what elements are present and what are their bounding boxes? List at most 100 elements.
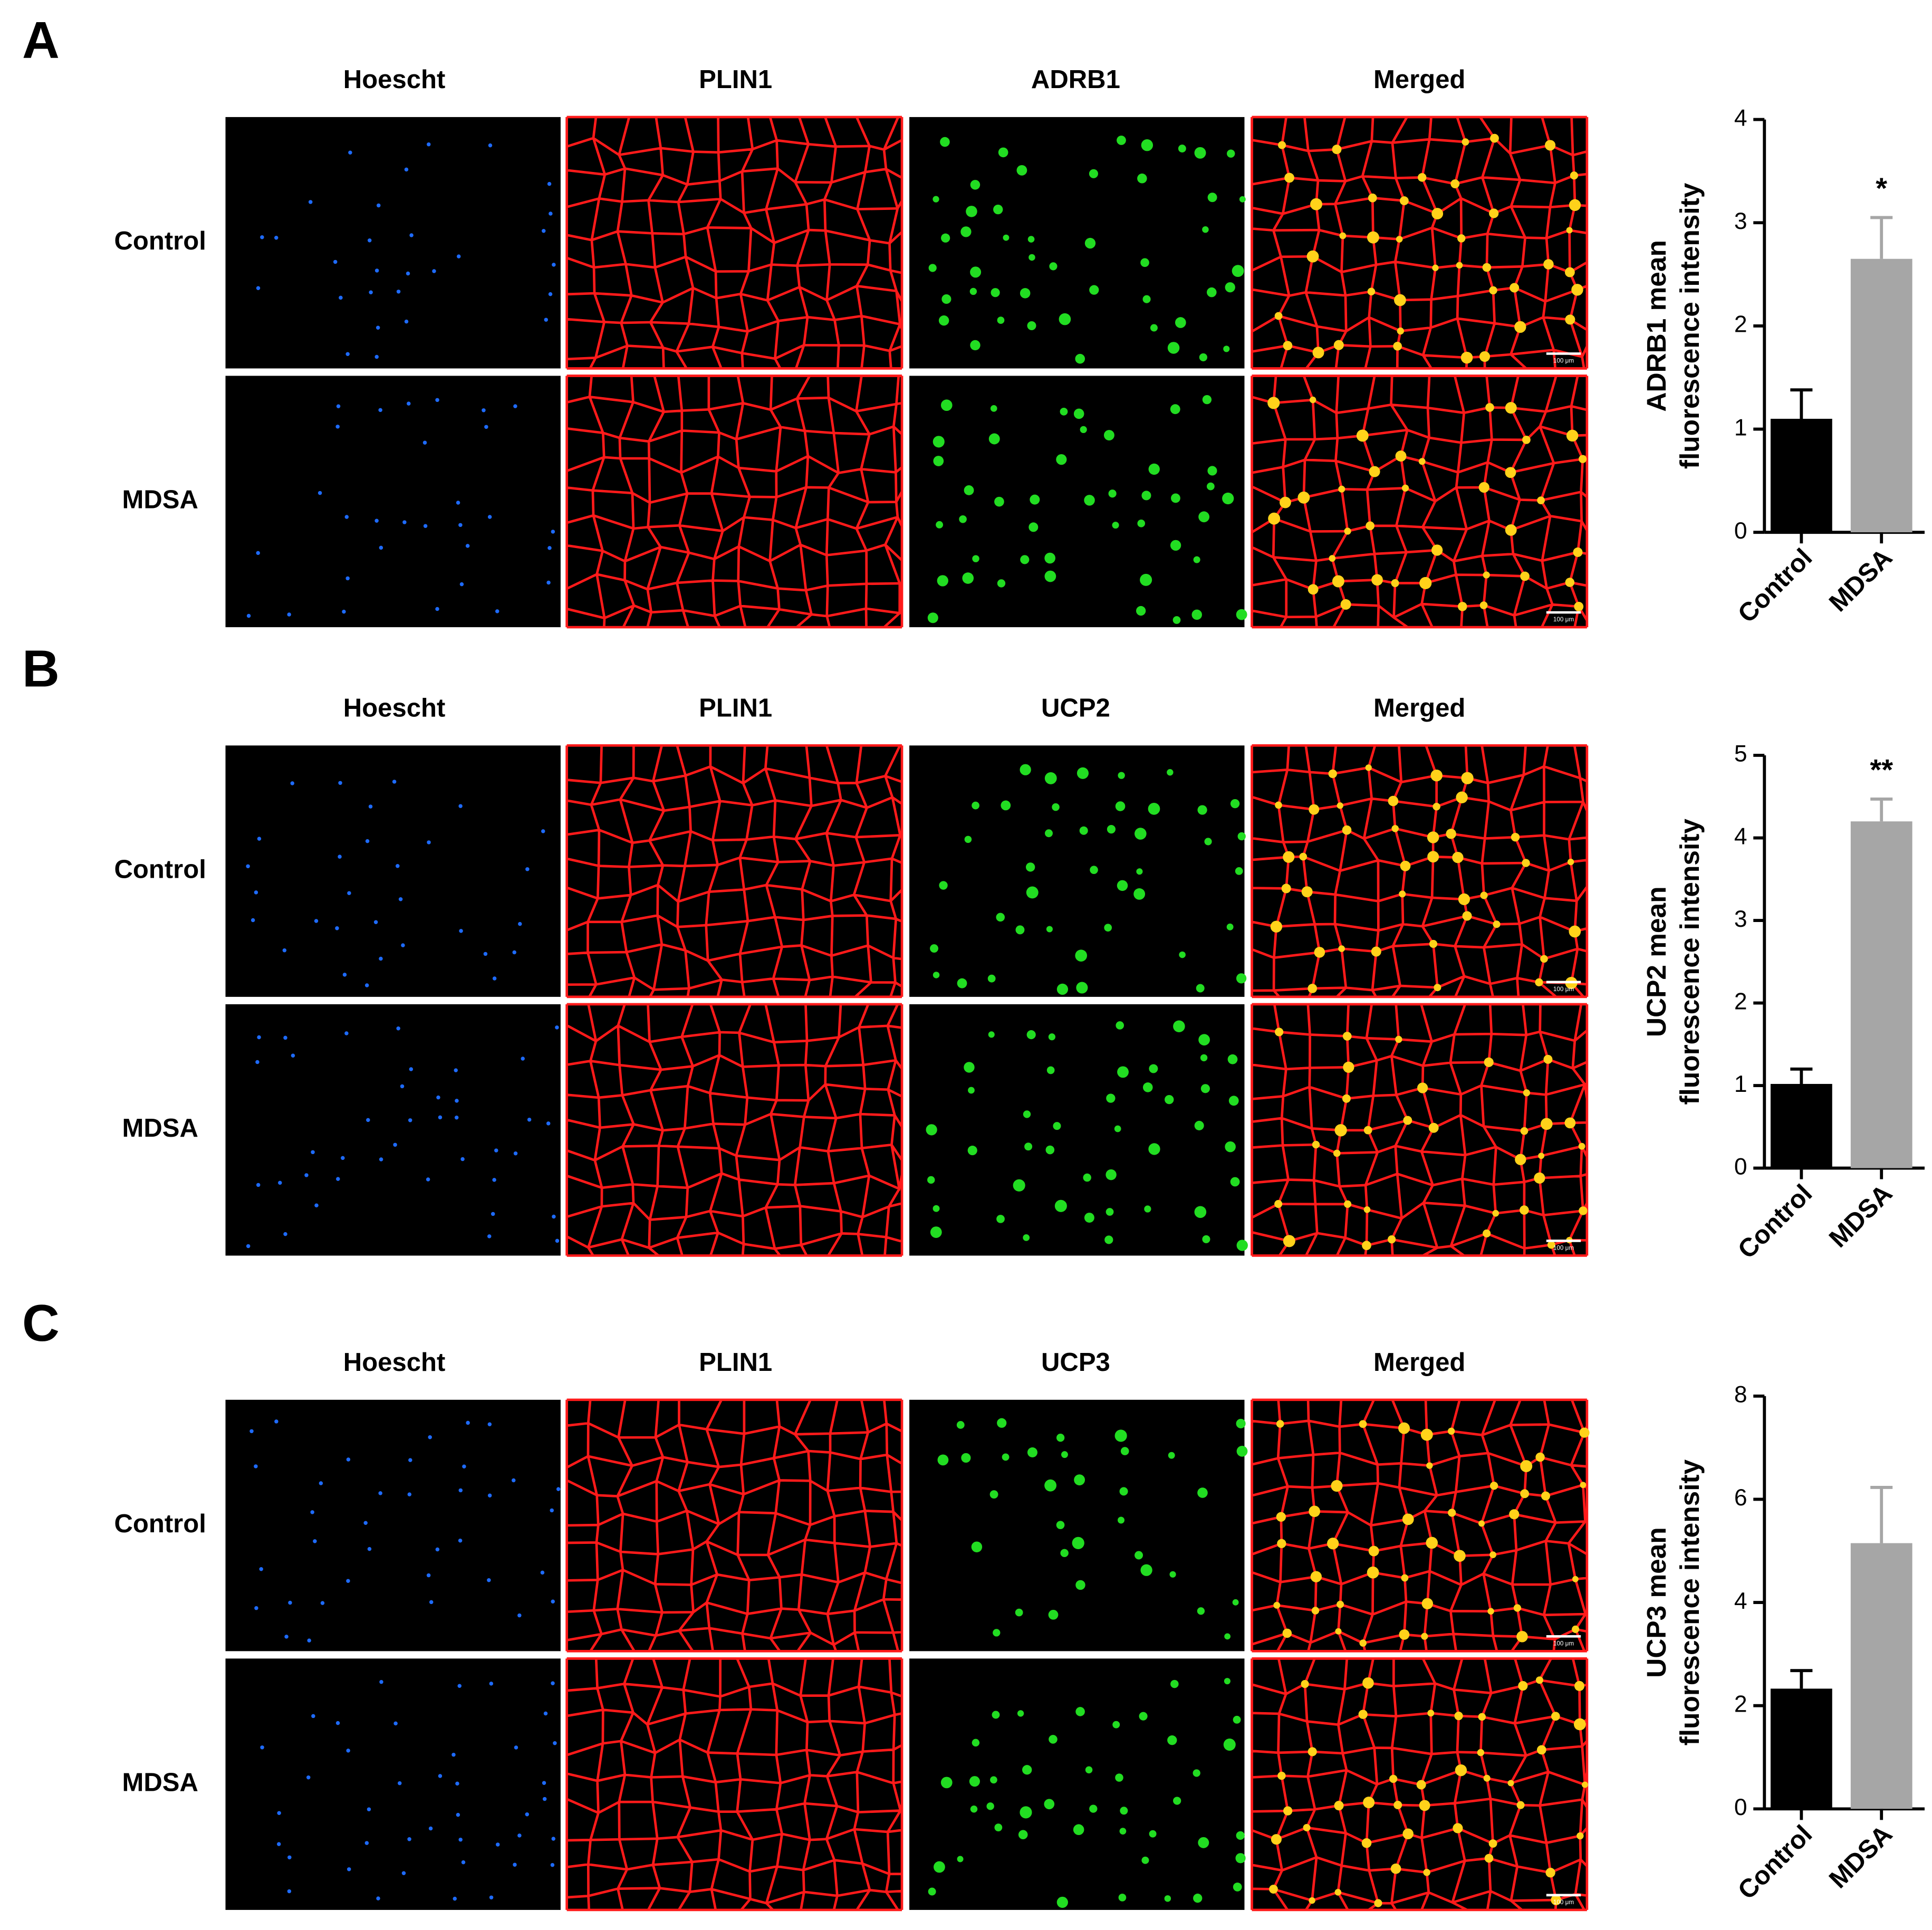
signal-spot xyxy=(1276,1512,1286,1522)
signal-spot xyxy=(318,491,322,495)
micrograph xyxy=(909,376,1247,628)
signal-spot xyxy=(1514,321,1526,333)
signal-spot xyxy=(1056,1521,1065,1530)
signal-spot xyxy=(997,579,1006,588)
signal-spot xyxy=(1046,1066,1055,1074)
row-label: Control xyxy=(114,856,206,884)
signal-spot xyxy=(1580,1482,1587,1489)
signal-spot xyxy=(1206,482,1215,491)
signal-spot xyxy=(1487,1608,1494,1615)
signal-spot xyxy=(374,518,379,523)
y-tick-label: 5 xyxy=(1734,741,1747,767)
signal-spot xyxy=(1359,1639,1367,1647)
signal-spot xyxy=(1274,1028,1284,1036)
signal-spot xyxy=(290,781,294,785)
signal-spot xyxy=(1015,1608,1023,1617)
signal-spot xyxy=(1428,1122,1439,1133)
signal-spot xyxy=(1283,1806,1293,1816)
signal-spot xyxy=(460,1157,465,1161)
signal-spot xyxy=(1462,138,1469,146)
signal-spot xyxy=(966,206,977,217)
signal-spot xyxy=(1479,351,1491,362)
signal-spot xyxy=(1483,1774,1491,1782)
signal-spot xyxy=(335,1721,340,1725)
scale-bar-label: 100 μm xyxy=(1553,1899,1574,1906)
signal-spot xyxy=(1200,1054,1208,1062)
signal-spot xyxy=(1236,1831,1245,1840)
signal-spot xyxy=(542,1797,547,1801)
signal-spot xyxy=(492,1178,496,1182)
signal-spot xyxy=(1578,1142,1585,1150)
signal-spot xyxy=(379,545,383,550)
signal-spot xyxy=(1541,1491,1550,1501)
bar xyxy=(1850,821,1912,1168)
signal-spot xyxy=(1461,772,1474,784)
signal-spot xyxy=(1277,141,1286,149)
signal-spot xyxy=(934,1861,945,1873)
signal-spot xyxy=(1391,579,1399,588)
x-tick-label: MDSA xyxy=(1824,1820,1898,1894)
signal-spot xyxy=(1567,858,1574,866)
signal-spot xyxy=(1056,983,1069,995)
signal-spot xyxy=(1139,1712,1148,1721)
signal-spot xyxy=(1342,1032,1352,1041)
signal-spot xyxy=(1312,1140,1320,1149)
micrograph xyxy=(225,376,561,628)
signal-spot xyxy=(1194,147,1206,159)
signal-spot xyxy=(377,203,381,208)
signal-spot xyxy=(940,137,950,147)
signal-spot xyxy=(1309,396,1316,404)
signal-spot xyxy=(288,1600,292,1605)
signal-spot xyxy=(457,1684,462,1688)
signal-spot xyxy=(1060,407,1068,416)
micrograph xyxy=(565,1657,903,1912)
signal-spot xyxy=(1520,1489,1530,1499)
signal-spot xyxy=(1369,466,1380,477)
signal-spot xyxy=(514,1745,518,1750)
signal-spot xyxy=(1089,1804,1098,1813)
signal-spot xyxy=(1136,606,1146,616)
x-tick-label: MDSA xyxy=(1824,1179,1898,1253)
signal-spot xyxy=(1423,1869,1430,1876)
signal-spot xyxy=(551,530,555,534)
signal-spot xyxy=(1538,1153,1545,1159)
signal-spot xyxy=(458,804,463,808)
panel-label: A xyxy=(22,11,60,69)
signal-spot xyxy=(1049,1735,1058,1744)
signal-spot xyxy=(1573,1718,1586,1731)
signal-spot xyxy=(1396,236,1403,243)
signal-spot xyxy=(1492,1209,1500,1217)
signal-spot xyxy=(1106,1169,1117,1180)
signal-spot xyxy=(555,1025,559,1030)
y-axis-label: fluorescence intensity xyxy=(1674,819,1705,1105)
signal-spot xyxy=(1119,1487,1128,1496)
signal-spot xyxy=(546,1121,551,1126)
signal-spot xyxy=(1026,886,1039,899)
signal-spot xyxy=(1540,955,1548,963)
signal-spot xyxy=(968,1087,975,1094)
signal-spot xyxy=(1173,1020,1185,1033)
signal-spot xyxy=(1368,193,1377,203)
image-background xyxy=(1252,117,1587,369)
signal-spot xyxy=(960,226,972,237)
signal-spot xyxy=(933,972,940,978)
signal-spot xyxy=(1270,920,1283,933)
signal-spot xyxy=(1489,208,1499,218)
signal-spot xyxy=(1421,1598,1433,1610)
signal-spot xyxy=(1572,1576,1579,1582)
signal-spot xyxy=(1061,1451,1068,1458)
signal-spot xyxy=(1235,867,1243,875)
signal-spot xyxy=(941,233,950,243)
signal-spot xyxy=(1222,492,1234,505)
signal-spot xyxy=(1027,236,1035,243)
row-label: MDSA xyxy=(122,1769,198,1797)
signal-spot xyxy=(1399,890,1406,898)
signal-spot xyxy=(1446,829,1456,839)
row-label: Control xyxy=(114,1510,206,1538)
signal-spot xyxy=(1540,1118,1553,1130)
bar xyxy=(1770,1688,1832,1809)
signal-spot xyxy=(1080,426,1087,434)
signal-spot xyxy=(1148,803,1160,815)
signal-spot xyxy=(1569,925,1581,938)
signal-spot xyxy=(342,973,347,977)
